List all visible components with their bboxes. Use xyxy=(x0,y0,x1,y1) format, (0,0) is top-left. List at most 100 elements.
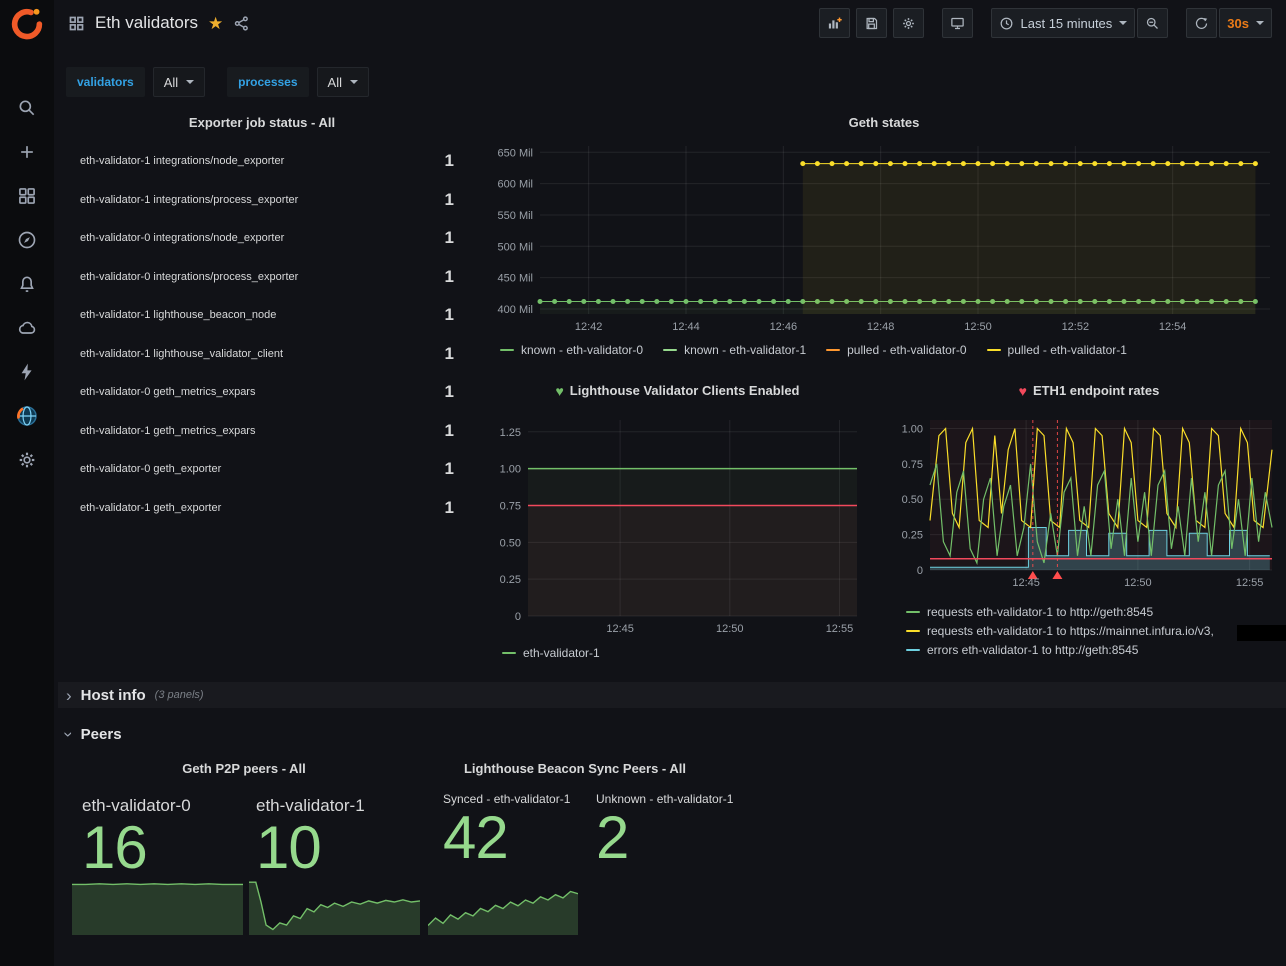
svg-text:12:55: 12:55 xyxy=(826,623,854,635)
explore-compass-icon[interactable] xyxy=(0,218,54,262)
legend-item[interactable]: known - eth-validator-1 xyxy=(663,343,806,357)
exporter-row[interactable]: eth-validator-0 integrations/process_exp… xyxy=(66,258,458,297)
dashboard-settings-button[interactable] xyxy=(892,8,924,38)
svg-text:550 Mil: 550 Mil xyxy=(498,210,533,222)
cloud-icon[interactable] xyxy=(0,306,54,350)
refresh-button[interactable] xyxy=(1186,8,1218,38)
panel-title[interactable]: Geth P2P peers - All xyxy=(182,761,306,776)
zoom-out-button[interactable] xyxy=(1137,8,1169,38)
dashboard-title: Eth validators xyxy=(95,13,198,32)
legend-swatch xyxy=(906,649,920,651)
time-range-picker[interactable]: Last 15 minutes xyxy=(990,8,1136,38)
world-dashboard-icon[interactable] xyxy=(0,394,54,438)
exporter-row[interactable]: eth-validator-0 integrations/node_export… xyxy=(66,219,458,258)
row-host-info[interactable]: › Host info (3 panels) xyxy=(58,682,1286,708)
row-title: Host info xyxy=(80,686,146,704)
refresh-interval-dropdown[interactable]: 30s xyxy=(1219,8,1272,38)
lighthouse-enabled-chart[interactable]: 12:45 12:50 12:55 0 0.25 0.50 0.75 1.00 1.25 xyxy=(490,412,865,638)
settings-gear-icon[interactable] xyxy=(0,438,54,482)
eth1-rates-legend: requests eth-validator-1 to http://geth:… xyxy=(906,605,1214,657)
variable-selected-value: All xyxy=(327,74,342,90)
variable-value-processes[interactable]: All xyxy=(316,67,369,97)
tv-view-mode-button[interactable] xyxy=(941,8,973,38)
svg-text:12:50: 12:50 xyxy=(716,623,744,635)
legend-swatch xyxy=(502,652,516,654)
exporter-job-value: 1 xyxy=(444,343,454,363)
legend-item[interactable]: pulled - eth-validator-0 xyxy=(826,343,967,357)
svg-text:12:52: 12:52 xyxy=(1062,321,1090,333)
exporter-row[interactable]: eth-validator-1 integrations/node_export… xyxy=(66,142,458,181)
geth-states-chart[interactable]: 12:42 12:44 12:46 12:48 12:50 12:52 12:54 650 M… xyxy=(490,138,1278,336)
stat-eth-validator-1[interactable]: eth-validator-1 10 xyxy=(256,796,365,878)
apps-grid-icon[interactable] xyxy=(68,15,85,32)
dashboards-icon[interactable] xyxy=(0,174,54,218)
svg-text:600 Mil: 600 Mil xyxy=(498,179,533,191)
panel-title[interactable]: Lighthouse Beacon Sync Peers - All xyxy=(463,761,686,776)
exporter-job-label: eth-validator-0 integrations/node_export… xyxy=(80,232,285,245)
panel-title[interactable]: Geth states xyxy=(848,115,920,130)
exporter-row[interactable]: eth-validator-1 lighthouse_validator_cli… xyxy=(66,335,458,374)
chart-svg: 12:42 12:44 12:46 12:48 12:50 12:52 12:54 650 M… xyxy=(498,146,1270,333)
variable-value-validators[interactable]: All xyxy=(152,67,206,97)
share-icon[interactable] xyxy=(233,15,250,32)
healthy-heart-icon: ♥ xyxy=(555,383,564,399)
legend-item[interactable]: requests eth-validator-1 to http://geth:… xyxy=(906,605,1153,619)
grafana-logo[interactable] xyxy=(9,5,45,41)
variable-label-validators[interactable]: validators xyxy=(66,67,145,97)
stat-synced[interactable]: Synced - eth-validator-1 42 xyxy=(443,792,570,868)
exporter-job-label: eth-validator-1 integrations/node_export… xyxy=(80,155,285,168)
refresh-interval-label: 30s xyxy=(1227,15,1249,31)
eth1-rates-chart[interactable]: 12:45 12:50 12:55 0 0.25 0.50 0.75 1.00 xyxy=(900,412,1278,592)
search-icon[interactable] xyxy=(0,86,54,130)
exporter-job-label: eth-validator-0 integrations/process_exp… xyxy=(80,270,299,283)
panel-title[interactable]: ♥ ETH1 endpoint rates xyxy=(900,378,1278,404)
stat-unknown[interactable]: Unknown - eth-validator-1 2 xyxy=(596,792,733,868)
legend-item[interactable]: errors eth-validator-1 to http://geth:85… xyxy=(906,643,1138,657)
legend-label: known - eth-validator-0 xyxy=(521,343,644,357)
svg-text:0.75: 0.75 xyxy=(500,500,521,512)
chevron-right-icon: › xyxy=(66,685,72,705)
svg-text:12:48: 12:48 xyxy=(867,321,895,333)
legend-swatch xyxy=(906,611,920,613)
exporter-row[interactable]: eth-validator-1 geth_exporter 1 xyxy=(66,489,458,528)
exporter-job-value: 1 xyxy=(444,420,454,440)
shortcuts-bolt-icon[interactable] xyxy=(0,350,54,394)
svg-text:12:54: 12:54 xyxy=(1159,321,1187,333)
exporter-row[interactable]: eth-validator-0 geth_exporter 1 xyxy=(66,450,458,489)
legend-item[interactable]: known - eth-validator-0 xyxy=(500,343,643,357)
exporter-row[interactable]: eth-validator-1 integrations/process_exp… xyxy=(66,181,458,220)
exporter-row[interactable]: eth-validator-1 geth_metrics_expars 1 xyxy=(66,412,458,451)
exporter-job-label: eth-validator-1 lighthouse_beacon_node xyxy=(80,309,277,322)
sparkline-synced xyxy=(427,880,579,937)
chevron-down-icon xyxy=(1119,21,1128,29)
favorite-star-icon[interactable]: ★ xyxy=(208,13,224,33)
template-variables-bar: validators All processes All xyxy=(66,67,383,97)
stat-eth-validator-0[interactable]: eth-validator-0 16 xyxy=(82,796,191,878)
alerting-bell-icon[interactable] xyxy=(0,262,54,306)
panel-title-text: ETH1 endpoint rates xyxy=(1032,383,1160,398)
svg-text:500 Mil: 500 Mil xyxy=(498,241,533,253)
panel-title[interactable]: Exporter job status - All xyxy=(188,115,336,130)
svg-text:400 Mil: 400 Mil xyxy=(498,304,533,316)
svg-text:12:55: 12:55 xyxy=(1236,577,1264,589)
exporter-job-value: 1 xyxy=(444,151,454,171)
exporter-job-label: eth-validator-1 geth_exporter xyxy=(80,501,222,514)
row-peers[interactable]: › Peers xyxy=(58,721,1286,747)
svg-text:1.00: 1.00 xyxy=(902,423,923,435)
save-dashboard-button[interactable] xyxy=(855,8,887,38)
svg-text:12:45: 12:45 xyxy=(606,623,634,635)
svg-text:0.50: 0.50 xyxy=(500,537,521,549)
row-title: Peers xyxy=(80,725,122,743)
exporter-row[interactable]: eth-validator-0 geth_metrics_expars 1 xyxy=(66,373,458,412)
exporter-row[interactable]: eth-validator-1 lighthouse_beacon_node 1 xyxy=(66,296,458,335)
sidebar xyxy=(0,0,54,966)
legend-swatch xyxy=(663,349,678,351)
create-plus-icon[interactable] xyxy=(0,130,54,174)
panel-lighthouse-beacon-sync-peers: Lighthouse Beacon Sync Peers - All Synce… xyxy=(427,756,733,942)
variable-label-processes[interactable]: processes xyxy=(227,67,309,97)
legend-item[interactable]: requests eth-validator-1 to https://main… xyxy=(906,624,1214,638)
panel-title[interactable]: ♥ Lighthouse Validator Clients Enabled xyxy=(490,378,865,404)
legend-item[interactable]: pulled - eth-validator-1 xyxy=(986,343,1127,357)
add-panel-button[interactable] xyxy=(818,8,850,38)
legend-item[interactable]: eth-validator-1 xyxy=(502,646,600,660)
